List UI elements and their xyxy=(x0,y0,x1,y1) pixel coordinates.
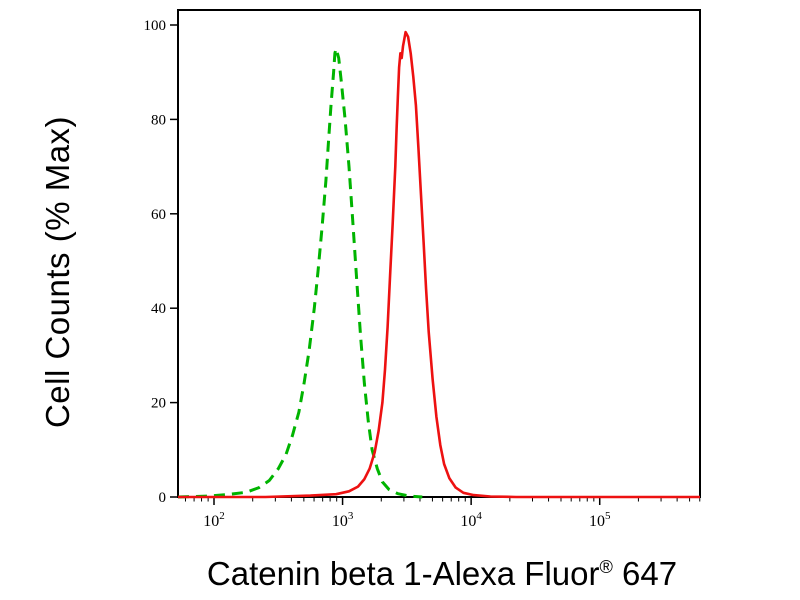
y-tick-label: 40 xyxy=(151,301,166,317)
x-tick-label: 104 xyxy=(460,510,482,530)
y-tick-label: 20 xyxy=(151,396,166,412)
y-tick-label: 0 xyxy=(159,490,167,506)
y-tick-label: 60 xyxy=(151,207,166,223)
x-axis-title: Catenin beta 1-Alexa Fluor® 647 xyxy=(207,555,677,593)
y-axis-title: Cell Counts (% Max) xyxy=(39,115,76,429)
registered-trademark-icon: ® xyxy=(599,557,613,577)
x-tick-label: 102 xyxy=(203,510,225,530)
series-curve-green-dashed-control xyxy=(177,47,423,499)
x-axis-title-main: Catenin beta 1-Alexa Fluor xyxy=(206,555,600,592)
y-tick-label: 100 xyxy=(144,18,167,34)
y-tick-label: 80 xyxy=(151,112,166,128)
x-axis-title-suffix: 647 xyxy=(612,555,678,592)
x-tick-label: 105 xyxy=(589,510,611,530)
x-tick-label: 103 xyxy=(332,510,354,530)
plot-border xyxy=(177,9,701,498)
series-curve-red-solid-catenin-beta-1 xyxy=(178,30,700,499)
